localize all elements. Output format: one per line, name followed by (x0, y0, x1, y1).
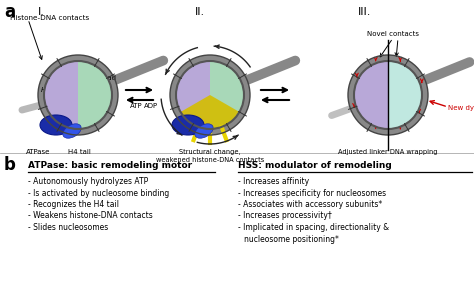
Circle shape (170, 55, 250, 135)
Text: - Increases processivity†: - Increases processivity† (238, 211, 332, 221)
Text: - Weakens histone-DNA contacts: - Weakens histone-DNA contacts (28, 211, 153, 221)
Text: Histones: Histones (41, 87, 71, 93)
Circle shape (348, 55, 428, 135)
Text: Structural change,
weakened histone-DNA contacts: Structural change, weakened histone-DNA … (156, 149, 264, 162)
Text: Adjusted linker DNA wrapping: Adjusted linker DNA wrapping (338, 149, 438, 155)
Text: - Recognizes the H4 tail: - Recognizes the H4 tail (28, 200, 119, 209)
Ellipse shape (63, 124, 81, 138)
Wedge shape (181, 95, 239, 129)
Text: ADP: ADP (144, 103, 158, 109)
Ellipse shape (172, 115, 204, 135)
Wedge shape (354, 61, 388, 129)
Text: - Implicated in spacing, directionality &: - Implicated in spacing, directionality … (238, 223, 389, 232)
Wedge shape (176, 61, 210, 129)
Text: II.: II. (195, 7, 205, 17)
Text: ATPase: basic remodeling motor: ATPase: basic remodeling motor (28, 161, 192, 170)
Ellipse shape (40, 115, 72, 135)
Text: nucleosome positioning*: nucleosome positioning* (244, 235, 339, 243)
Text: Dyad: Dyad (98, 75, 116, 81)
Text: - Autonomously hydrolyzes ATP: - Autonomously hydrolyzes ATP (28, 177, 148, 186)
Text: - Increases affinity: - Increases affinity (238, 177, 309, 186)
Text: - Associates with accessory subunits*: - Associates with accessory subunits* (238, 200, 382, 209)
Wedge shape (210, 61, 244, 129)
Text: ATPase: ATPase (26, 149, 50, 155)
Text: H4 tail: H4 tail (68, 149, 91, 155)
Text: - Increases specificity for nucleosomes: - Increases specificity for nucleosomes (238, 188, 386, 198)
Circle shape (44, 61, 112, 129)
Text: I.: I. (38, 7, 45, 17)
Text: - Is activated by nucleosome binding: - Is activated by nucleosome binding (28, 188, 169, 198)
Wedge shape (78, 61, 112, 129)
Circle shape (176, 61, 244, 129)
Wedge shape (44, 61, 78, 129)
Circle shape (38, 55, 118, 135)
Text: - Slides nucleosomes: - Slides nucleosomes (28, 223, 108, 232)
Text: ATP: ATP (130, 103, 143, 109)
Circle shape (354, 61, 422, 129)
Text: b: b (4, 156, 16, 174)
Text: Novel contacts: Novel contacts (367, 31, 419, 37)
Text: Histone-DNA contacts: Histone-DNA contacts (10, 15, 89, 21)
Text: III.: III. (358, 7, 371, 17)
Text: a: a (4, 3, 15, 21)
Wedge shape (388, 61, 422, 129)
Ellipse shape (195, 124, 213, 138)
Text: HSS: modulator of remodeling: HSS: modulator of remodeling (238, 161, 392, 170)
Text: New dyad: New dyad (448, 105, 474, 111)
